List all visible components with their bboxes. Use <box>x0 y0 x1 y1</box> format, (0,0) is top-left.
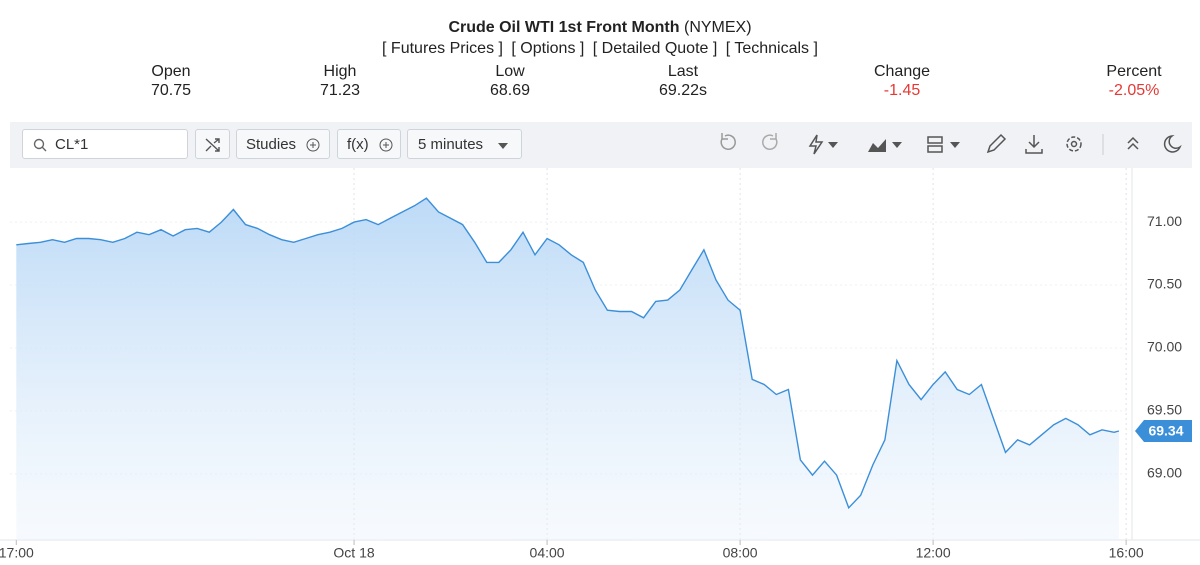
plus-icon <box>379 138 393 152</box>
interval-label: 5 minutes <box>418 136 484 153</box>
caret <box>498 143 508 149</box>
link[interactable]: [ Detailed Quote ] <box>592 40 718 57</box>
quote-percent: Percent -2.05% <box>1054 62 1200 100</box>
search-icon <box>33 138 47 152</box>
symbol-search[interactable]: CL*1 <box>22 129 188 159</box>
collapse-icon[interactable] <box>1127 136 1139 150</box>
y-tick-label: 69.50 <box>1147 402 1182 418</box>
link[interactable]: [ Futures Prices ] <box>382 40 503 57</box>
caret <box>892 142 902 148</box>
theme-icon[interactable] <box>1163 135 1182 153</box>
compare-button[interactable] <box>195 129 230 159</box>
instrument-name: Crude Oil WTI 1st Front Month <box>448 19 680 36</box>
quote-label: Percent <box>1106 63 1162 80</box>
interval-button[interactable]: 5 minutes <box>407 129 522 159</box>
layout-icon[interactable] <box>927 136 943 144</box>
plus-icon <box>306 138 320 152</box>
x-tick-label: 17:00 <box>0 545 34 561</box>
x-tick-label: 08:00 <box>723 545 758 561</box>
quote-value: 70.75 <box>150 82 192 99</box>
settings-icon-core <box>1070 140 1078 148</box>
y-tick-label: 70.50 <box>1147 276 1182 292</box>
function-button[interactable]: f(x) <box>337 129 401 159</box>
undo-icon[interactable] <box>720 133 736 150</box>
shuffle-icon <box>205 138 220 152</box>
x-tick-label: Oct 18 <box>333 545 374 561</box>
quote-title: Crude Oil WTI 1st Front Month (NYMEX) <box>0 19 1200 37</box>
quote-last: Last 69.22s <box>603 62 763 100</box>
caret <box>828 142 838 148</box>
x-tick-label: 12:00 <box>916 545 951 561</box>
quote-high: High 71.23 <box>260 62 420 100</box>
quote-value: 68.69 <box>489 82 531 99</box>
y-tick-label: 69.00 <box>1147 465 1182 481</box>
quote-label: Last <box>667 63 699 80</box>
quote-label: High <box>323 63 357 80</box>
last-price-tag <box>1135 420 1192 443</box>
quote-value: 71.23 <box>319 82 361 99</box>
quote-value: -2.05% <box>1108 82 1160 99</box>
function-label: f(x) <box>347 136 369 153</box>
price-line <box>16 197 1120 510</box>
quote-value: 69.22s <box>658 82 708 99</box>
y-tick-label: 71.00 <box>1147 213 1182 229</box>
x-tick-label: 16:00 <box>1109 545 1144 561</box>
link[interactable]: [ Options ] <box>511 40 585 57</box>
x-tick-label: 04:00 <box>530 545 565 561</box>
last-price-label: 69.34 <box>1148 423 1183 439</box>
studies-button[interactable]: Studies <box>236 129 330 159</box>
events-icon[interactable] <box>808 134 824 155</box>
quote-low: Low 68.69 <box>430 62 590 100</box>
toolbar-icons <box>720 133 1182 155</box>
exchange: (NYMEX) <box>683 19 752 36</box>
symbol: CL*1 <box>55 136 89 153</box>
quote-open: Open 70.75 <box>91 62 251 100</box>
quote-label: Low <box>495 63 525 80</box>
toolbar: CL*1 Studies f(x) 5 minutes <box>10 122 1192 168</box>
area <box>16 198 1119 540</box>
studies-label: Studies <box>246 136 297 153</box>
quote-label: Change <box>873 63 931 80</box>
layout-icon-part <box>927 145 943 153</box>
quote-change: Change -1.45 <box>822 62 982 100</box>
download-icon[interactable] <box>1025 135 1043 154</box>
y-tick-label: 70.00 <box>1147 339 1182 355</box>
settings-icon[interactable] <box>1066 136 1082 152</box>
redo-icon[interactable] <box>762 133 778 150</box>
draw-icon[interactable] <box>986 133 1007 154</box>
link[interactable]: [ Technicals ] <box>725 40 818 57</box>
chart-type-icon[interactable] <box>868 139 886 152</box>
quote-value: -1.45 <box>883 82 921 99</box>
caret <box>950 142 960 148</box>
link-row: [ Futures Prices ] [ Options ] [ Detaile… <box>0 40 1200 58</box>
quote-label: Open <box>151 63 191 80</box>
